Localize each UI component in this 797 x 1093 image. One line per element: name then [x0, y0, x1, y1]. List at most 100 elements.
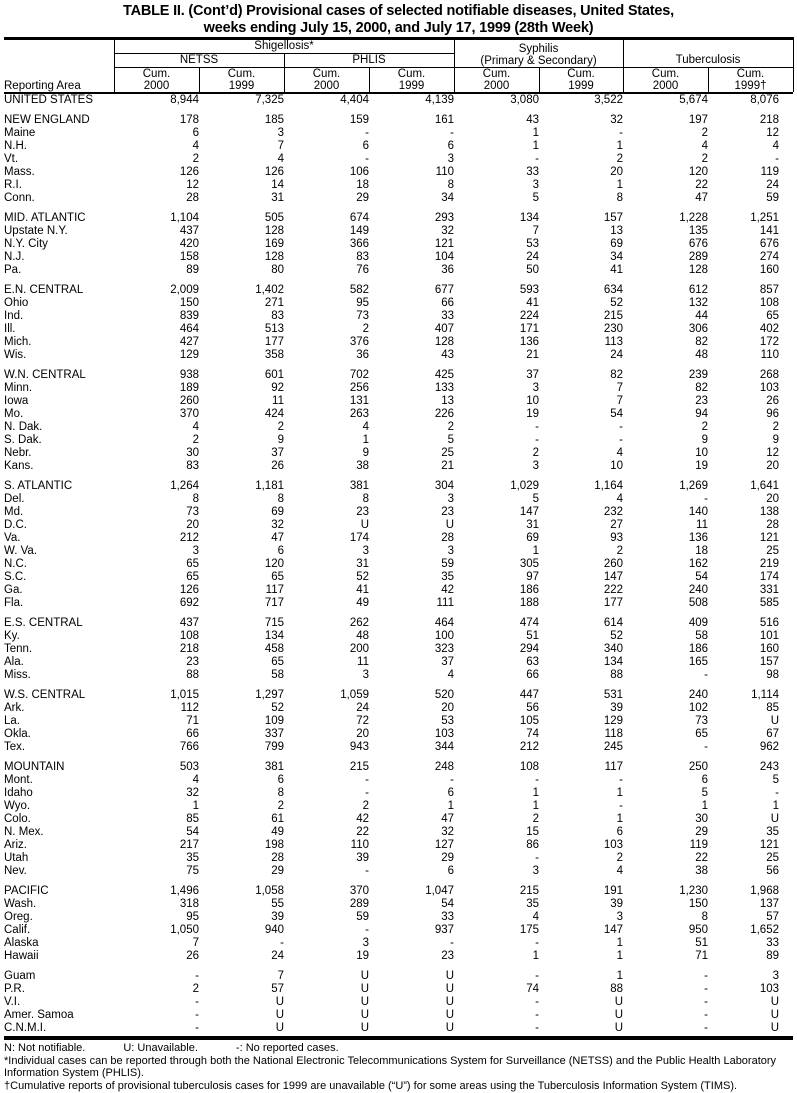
header-col-syphilis-2000: Cum. 2000 — [453, 67, 540, 92]
row-value-cell: 110 — [760, 349, 779, 361]
table-row: Tex. 766 799 943 344 212 245 - 962 — [4, 741, 793, 754]
row-value-cell: - — [619, 774, 623, 786]
row-area-label: W.S. CENTRAL — [4, 689, 86, 701]
row-value-cell: 2 — [192, 434, 199, 446]
table-row: Md. 73 69 23 23 147 232 140 138 — [4, 506, 793, 519]
row-value-cell: 950 — [688, 924, 708, 936]
row-value-cell: 268 — [759, 369, 779, 381]
row-area-label: Ky. — [4, 630, 20, 642]
row-value-cell: U — [275, 1009, 284, 1021]
row-value-cell: 51 — [526, 630, 539, 642]
row-value-cell: 120 — [688, 166, 708, 178]
row-value-cell: 132 — [688, 297, 708, 309]
row-value-cell: U — [360, 519, 369, 531]
row-value-cell: 2 — [362, 800, 369, 812]
row-value-cell: 29 — [356, 192, 369, 204]
table-row: Maine 6 3 - - 1 - 2 12 — [4, 127, 793, 140]
row-value-cell: 1,641 — [750, 480, 779, 492]
row-value-cell: 20 — [441, 702, 454, 714]
header-col-tuberculosis-2000: Cum. 2000 — [622, 67, 709, 92]
row-value-cell: 420 — [179, 238, 199, 250]
table-row: Nev. 75 29 - 6 3 4 38 56 — [4, 865, 793, 878]
row-value-cell: 126 — [264, 166, 284, 178]
row-value-cell: 188 — [519, 597, 539, 609]
row-value-cell: 376 — [349, 336, 369, 348]
row-value-cell: 104 — [434, 251, 454, 263]
row-value-cell: 1 — [447, 800, 454, 812]
row-value-cell: 437 — [179, 225, 199, 237]
row-area-label: W. Va. — [4, 545, 38, 557]
row-value-cell: 5,674 — [679, 94, 708, 106]
row-value-cell: U — [275, 996, 284, 1008]
row-value-cell: 614 — [603, 617, 623, 629]
row-area-label: MOUNTAIN — [4, 761, 65, 773]
row-value-cell: 2 — [701, 153, 708, 165]
row-value-cell: 82 — [695, 336, 708, 348]
row-value-cell: 172 — [759, 336, 779, 348]
row-value-cell: 1,164 — [594, 480, 623, 492]
row-value-cell: 293 — [434, 212, 454, 224]
header-subgroup-row: NETSS PHLIS — [4, 53, 793, 68]
row-value-cell: 42 — [356, 813, 369, 825]
row-value-cell: 102 — [688, 702, 708, 714]
row-value-cell: 160 — [759, 264, 779, 276]
row-value-cell: 582 — [349, 284, 369, 296]
row-value-cell: 1,047 — [425, 885, 454, 897]
row-value-cell: 601 — [264, 369, 284, 381]
row-spacer — [4, 362, 793, 369]
row-value-cell: U — [770, 1022, 779, 1034]
row-value-cell: 98 — [766, 669, 779, 681]
row-value-cell: - — [365, 153, 369, 165]
row-value-cell: 3 — [532, 179, 539, 191]
row-value-cell: 147 — [519, 506, 539, 518]
row-value-cell: 799 — [264, 741, 284, 753]
row-value-cell: 289 — [349, 898, 369, 910]
row-value-cell: 1,269 — [679, 480, 708, 492]
row-value-cell: 128 — [688, 264, 708, 276]
row-value-cell: 294 — [519, 643, 539, 655]
row-value-cell: 52 — [356, 571, 369, 583]
row-value-cell: 1 — [616, 937, 623, 949]
header-group-syphilis: Syphilis (Primary & Secondary) — [453, 38, 624, 68]
row-value-cell: 20 — [766, 493, 779, 505]
row-value-cell: 18 — [356, 179, 369, 191]
row-value-cell: 366 — [349, 238, 369, 250]
row-spacer-cell — [4, 610, 793, 617]
row-spacer — [4, 277, 793, 284]
row-area-label: D.C. — [4, 519, 27, 531]
row-value-cell: 5 — [447, 434, 454, 446]
row-value-cell: 120 — [264, 558, 284, 570]
row-value-cell: - — [704, 1009, 708, 1021]
row-value-cell: 458 — [264, 643, 284, 655]
table-row: Mass. 126 126 106 110 33 20 120 119 — [4, 166, 793, 179]
col-line2: 2000 — [143, 80, 170, 92]
row-value-cell: 32 — [610, 114, 623, 126]
row-value-cell: 1 — [616, 970, 623, 982]
row-area-label: Mo. — [4, 408, 24, 420]
row-value-cell: 189 — [179, 382, 199, 394]
row-value-cell: 28 — [271, 852, 284, 864]
row-value-cell: 118 — [604, 728, 623, 740]
row-value-cell: 66 — [526, 669, 539, 681]
row-value-cell: 938 — [179, 369, 199, 381]
row-value-cell: 224 — [519, 310, 539, 322]
row-area-label: Ill. — [4, 323, 16, 335]
row-value-cell: 962 — [759, 741, 779, 753]
row-value-cell: 25 — [766, 852, 779, 864]
row-value-cell: 33 — [526, 166, 539, 178]
row-value-cell: 8,076 — [750, 94, 779, 106]
table-row: N.J. 158 128 83 104 24 34 289 274 — [4, 251, 793, 264]
row-value-cell: 4 — [616, 493, 623, 505]
row-value-cell: 26 — [271, 460, 284, 472]
row-value-cell: 47 — [271, 532, 284, 544]
row-value-cell: 71 — [695, 950, 708, 962]
row-value-cell: 2 — [277, 421, 284, 433]
row-value-cell: 1,050 — [170, 924, 199, 936]
row-value-cell: 1,496 — [170, 885, 199, 897]
row-value-cell: 198 — [264, 839, 284, 851]
row-value-cell: - — [535, 434, 539, 446]
row-value-cell: 3,080 — [510, 94, 539, 106]
footnote-dagger-marker: † — [4, 1079, 11, 1092]
row-value-cell: - — [280, 937, 284, 949]
row-value-cell: 159 — [349, 114, 369, 126]
